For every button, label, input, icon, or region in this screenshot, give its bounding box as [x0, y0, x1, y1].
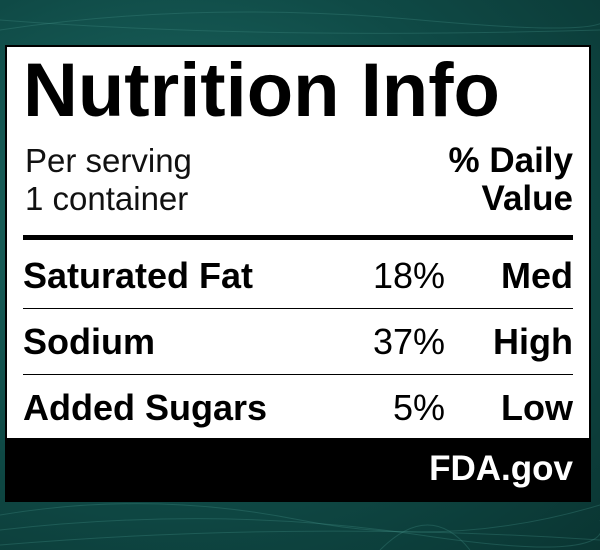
daily-value-header: % Daily Value [449, 142, 574, 218]
row-divider [23, 308, 573, 309]
nutrient-name: Sodium [23, 321, 155, 362]
daily-value-line-2: Value [481, 179, 573, 218]
footer-link: FDA.gov [429, 449, 573, 488]
thick-divider [23, 235, 573, 240]
nutrient-percent: 5% [392, 387, 445, 428]
serving-info: Per serving 1 container [25, 142, 192, 218]
row-divider [23, 374, 573, 375]
nutrient-level: Low [501, 387, 573, 428]
nutrient-row-saturated-fat: Saturated Fat 18% Med [23, 244, 573, 308]
nutrient-name: Added Sugars [23, 387, 268, 428]
daily-value-line-1: % Daily [448, 141, 574, 180]
nutrient-percent: 37% [372, 321, 445, 362]
nutrient-row-sodium: Sodium 37% High [23, 310, 573, 374]
nutrition-label: Nutrition Info Per serving 1 container %… [5, 45, 591, 502]
nutrient-level: Med [501, 255, 573, 296]
nutrient-row-added-sugars: Added Sugars 5% Low [23, 376, 573, 440]
serving-line-2: 1 container [25, 180, 189, 217]
nutrient-name: Saturated Fat [23, 255, 254, 296]
footer-bar: FDA.gov [7, 438, 589, 500]
serving-line-1: Per serving [25, 142, 192, 179]
nutrient-level: High [493, 321, 573, 362]
label-title: Nutrition Info [23, 48, 500, 133]
nutrient-percent: 18% [372, 255, 445, 296]
